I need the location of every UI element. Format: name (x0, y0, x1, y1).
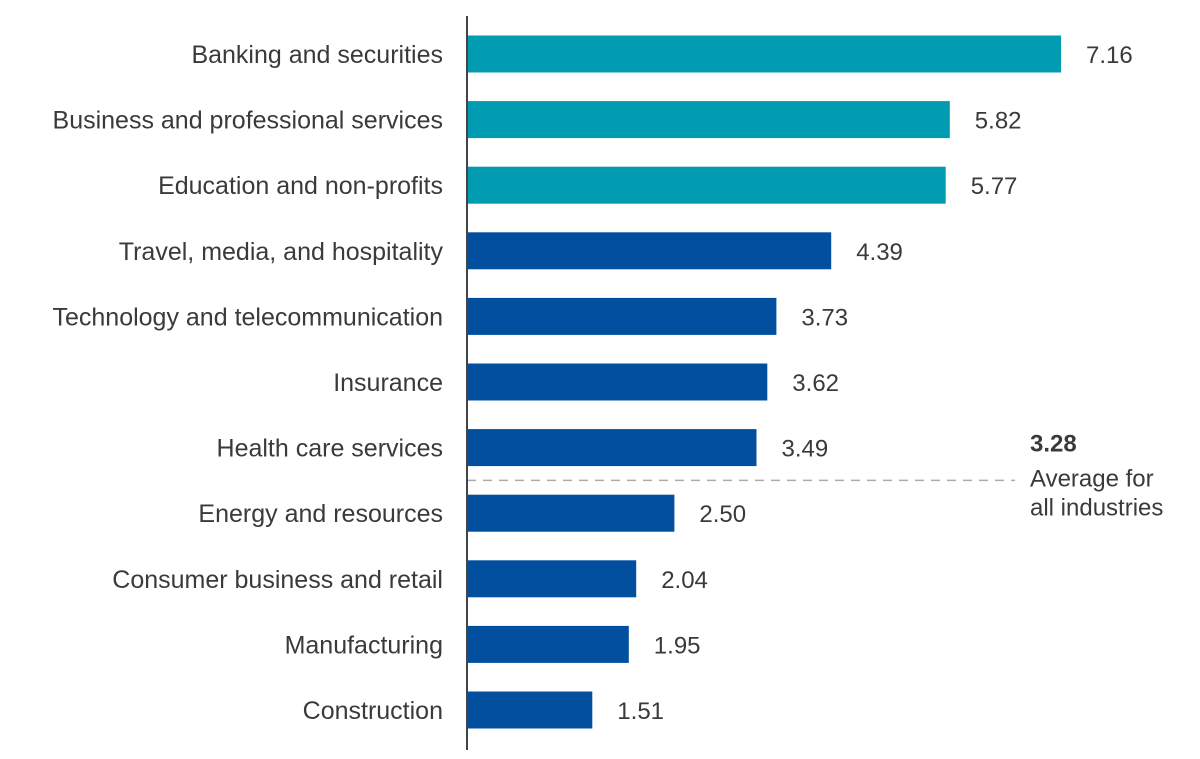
average-value-label: 3.28 (1030, 430, 1077, 457)
data-label: 1.51 (617, 698, 664, 725)
bar (467, 297, 777, 335)
category-label: Technology and telecommunication (52, 303, 443, 331)
bar (467, 363, 768, 401)
category-label: Consumer business and retail (112, 566, 443, 594)
data-label: 7.16 (1086, 42, 1133, 69)
category-label: Energy and resources (198, 500, 443, 528)
bar (467, 232, 832, 270)
bar (467, 625, 629, 663)
data-label: 3.49 (782, 436, 829, 463)
category-label: Banking and securities (191, 41, 443, 69)
data-label: 3.62 (792, 370, 839, 397)
data-label: 2.50 (699, 501, 746, 528)
category-label: Travel, media, and hospitality (119, 238, 444, 266)
category-label: Construction (303, 697, 443, 725)
bar (467, 166, 946, 204)
data-label: 1.95 (654, 632, 701, 659)
data-label: 4.39 (856, 239, 903, 266)
bar (467, 429, 757, 467)
data-label: 2.04 (661, 567, 708, 594)
labels-layer: Banking and securities 7.16 Business and p… (52, 41, 1132, 725)
category-label: Health care services (217, 435, 443, 463)
category-label: Education and non-profits (158, 172, 443, 200)
average-caption-line-1: Average for (1030, 465, 1154, 492)
average-caption-line-2: all industries (1030, 494, 1163, 521)
data-label: 5.77 (971, 173, 1018, 200)
category-label: Manufacturing (285, 631, 443, 659)
bar (467, 494, 675, 532)
bar (467, 560, 637, 598)
category-label: Business and professional services (53, 107, 443, 135)
bars-layer (467, 35, 1061, 729)
category-label: Insurance (333, 369, 443, 397)
bar (467, 35, 1061, 73)
bar (467, 691, 593, 729)
data-label: 3.73 (801, 304, 848, 331)
data-label: 5.82 (975, 108, 1022, 135)
bar (467, 101, 950, 139)
